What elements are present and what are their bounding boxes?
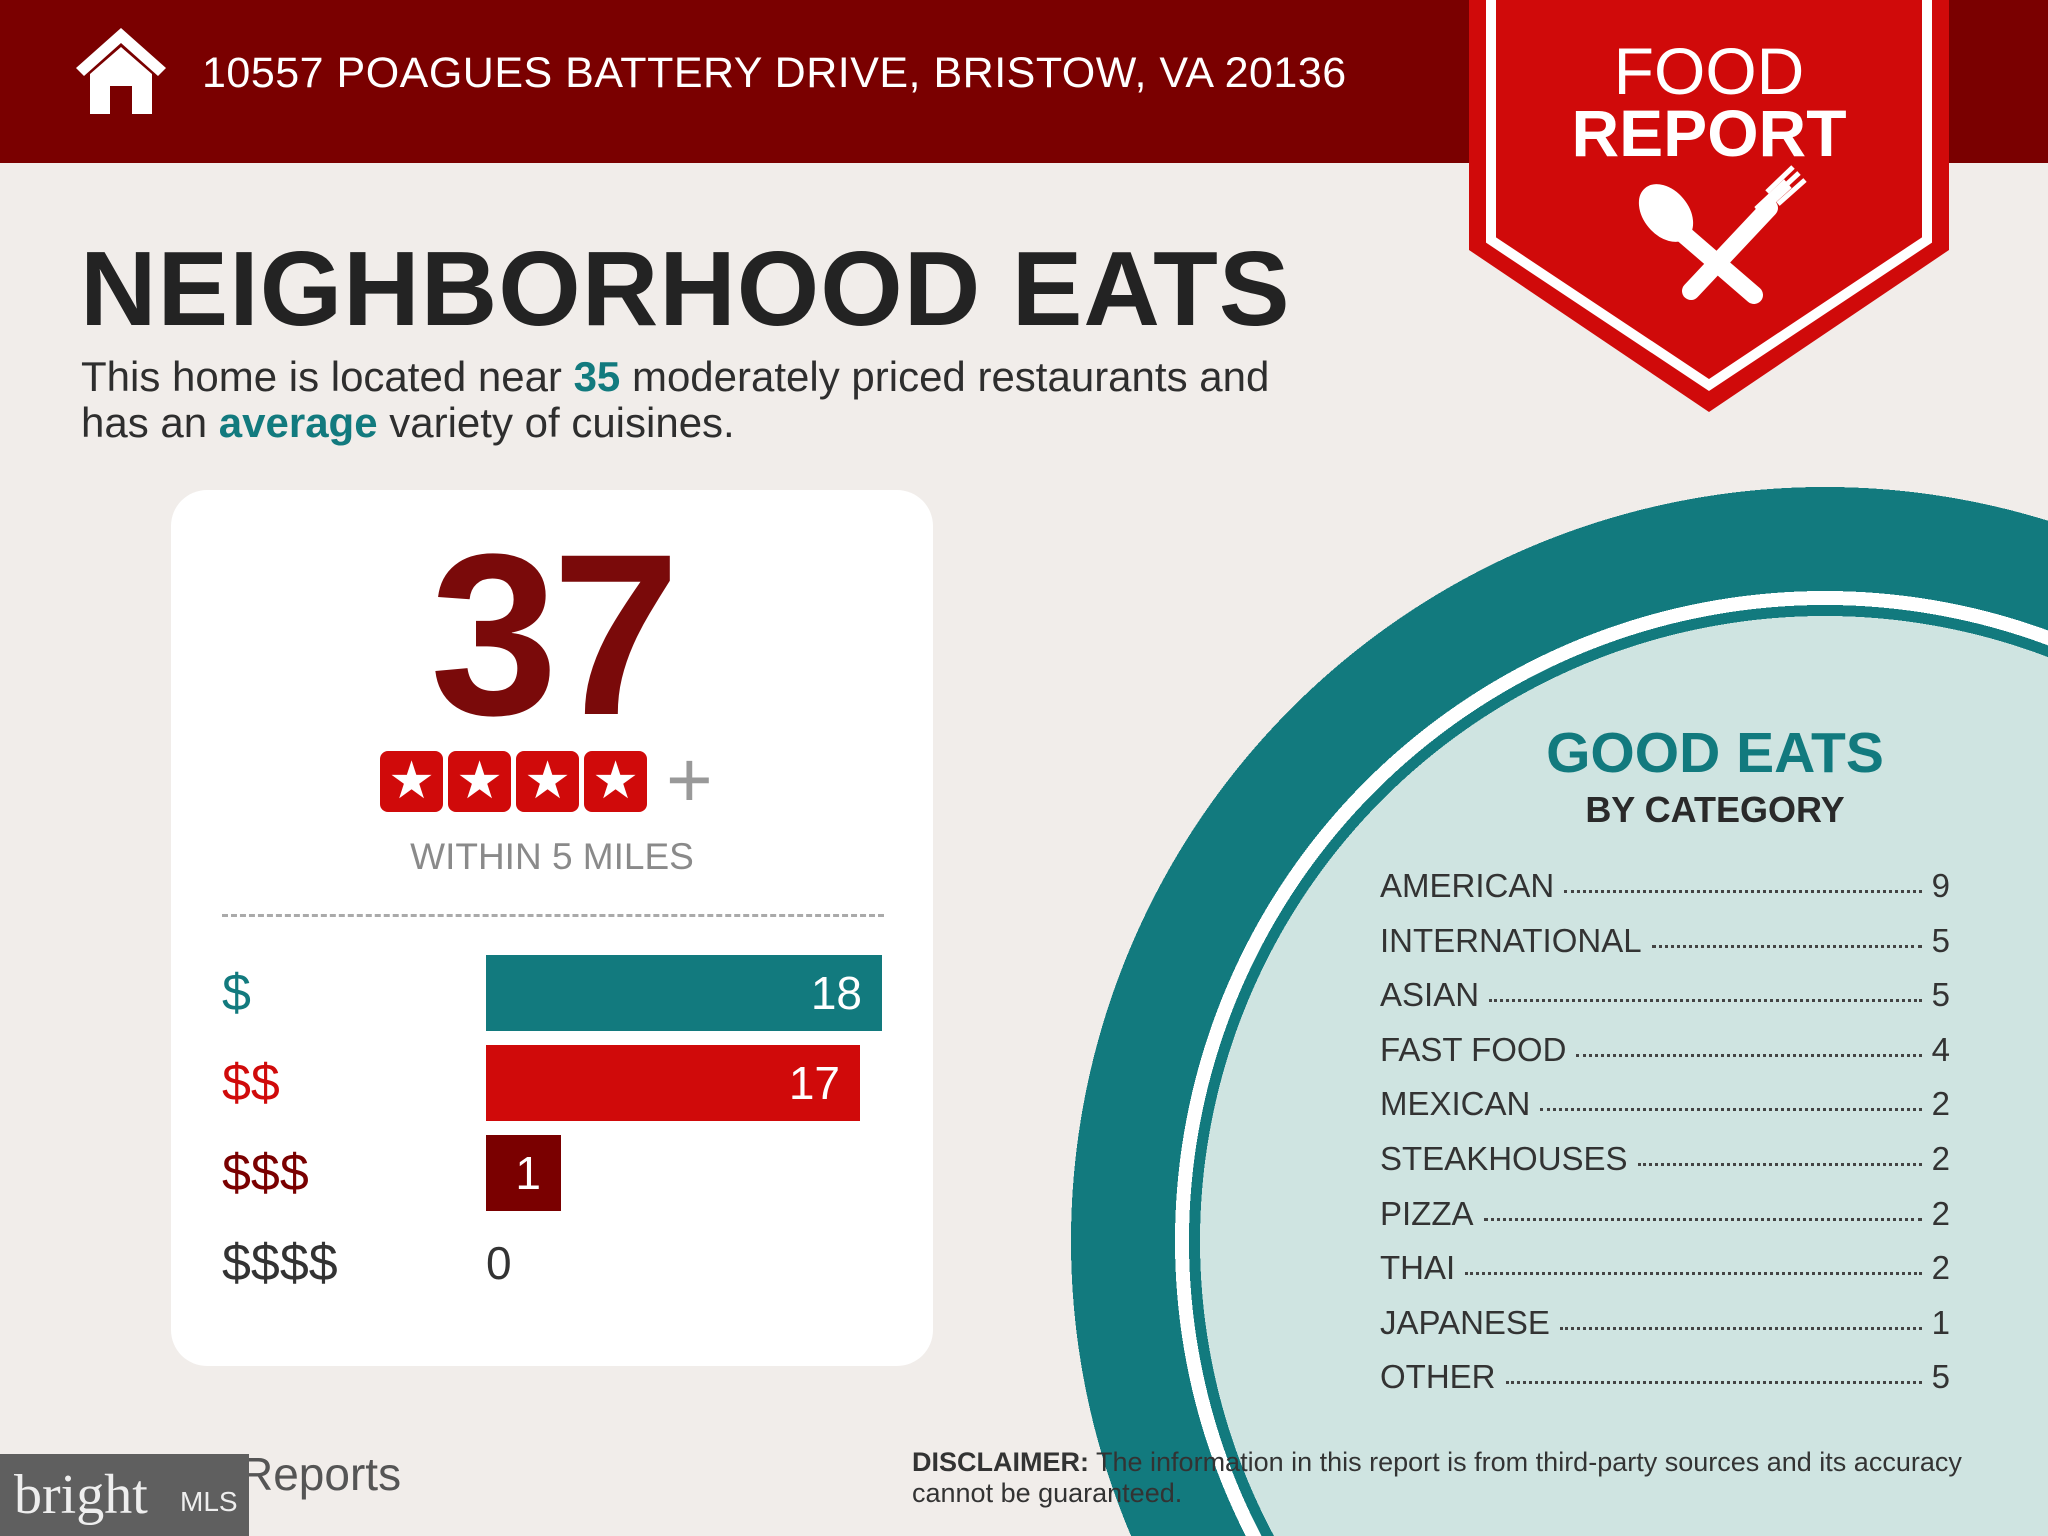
reports-logo-text: Reports [240, 1448, 402, 1500]
category-row: MEXICAN 2 [1380, 1084, 1950, 1124]
badge-line-2: REPORT [1571, 96, 1847, 170]
star-icon: ★ [584, 751, 647, 812]
badge-line-1: FOOD [1613, 34, 1805, 108]
category-count: 5 [1931, 1358, 1950, 1396]
price-level-bar: 18 [486, 955, 882, 1031]
dot-leader [1483, 1217, 1922, 1221]
category-subtitle: BY CATEGORY [1585, 789, 1845, 830]
star-icon: ★ [380, 751, 443, 812]
category-name: ASIAN [1380, 976, 1480, 1014]
spoon-fork-icon [1638, 165, 1807, 304]
home-icon [76, 28, 166, 114]
disclaimer-text: The information in this report is from t… [912, 1447, 1962, 1508]
category-row: STEAKHOUSES 2 [1380, 1139, 1950, 1179]
price-level-bar: 1 [486, 1135, 561, 1211]
dot-leader [1489, 999, 1922, 1003]
category-count: 9 [1931, 867, 1950, 904]
category-count: 4 [1931, 1030, 1950, 1068]
disclaimer-label: DISCLAIMER: [912, 1447, 1089, 1477]
price-level-label: $$$ [222, 1144, 309, 1202]
category-count: 2 [1931, 1249, 1950, 1287]
radius-label: WITHIN 5 MILES [410, 836, 694, 877]
category-count: 5 [1931, 921, 1950, 959]
dot-leader [1637, 1163, 1922, 1166]
category-row: INTERNATIONAL 5 [1380, 921, 1950, 961]
mls-logo-text: MLS [180, 1486, 238, 1517]
bright-logo-text: bright [14, 1464, 148, 1526]
category-row: ASIAN 5 [1380, 975, 1950, 1015]
summary-text: has an [81, 399, 219, 446]
dot-leader [1540, 1108, 1922, 1112]
summary-text: moderately priced restaurants and [620, 353, 1270, 400]
page-title: NEIGHBORHOOD EATS [80, 230, 1291, 348]
price-level-label: $ [222, 964, 251, 1022]
badge-title: FOOD REPORT [1469, 34, 1949, 170]
price-level-bar: 17 [486, 1045, 860, 1121]
price-level-label: $$ [222, 1054, 280, 1112]
property-address: 10557 POAGUES BATTERY DRIVE, BRISTOW, VA… [202, 49, 1347, 97]
category-count: 2 [1931, 1085, 1950, 1123]
category-name: MEXICAN [1380, 1085, 1531, 1123]
category-name: STEAKHOUSES [1380, 1140, 1628, 1177]
price-level-bar: 0 [486, 1237, 512, 1289]
category-name: OTHER [1380, 1358, 1496, 1396]
summary-line-1: This home is located near 35 moderately … [81, 354, 1269, 400]
summary-line-2: has an average variety of cuisines. [81, 400, 735, 446]
category-row: PIZZA 2 [1380, 1194, 1950, 1234]
summary-text: This home is located near [81, 353, 574, 400]
category-name: AMERICAN [1380, 867, 1555, 904]
dot-leader [1564, 890, 1922, 893]
category-row: OTHER 5 [1380, 1357, 1950, 1397]
price-level-label: $$$$ [222, 1234, 338, 1292]
food-report-badge [1469, 0, 1949, 412]
dot-leader [1559, 1326, 1922, 1330]
category-count: 2 [1931, 1194, 1950, 1232]
category-row: JAPANESE 1 [1380, 1303, 1950, 1343]
dot-leader [1651, 944, 1922, 948]
category-title: GOOD EATS [1546, 721, 1884, 785]
category-name: THAI [1380, 1249, 1456, 1287]
star-icon: ★ [448, 751, 511, 812]
category-count: 5 [1931, 976, 1950, 1014]
category-count: 1 [1931, 1303, 1950, 1341]
category-name: PIZZA [1380, 1194, 1474, 1232]
restaurant-count: 35 [573, 353, 621, 400]
dot-leader [1505, 1381, 1922, 1385]
category-row: AMERICAN 9 [1380, 866, 1950, 906]
disclaimer: DISCLAIMER: The information in this repo… [912, 1447, 1992, 1509]
category-name: FAST FOOD [1380, 1030, 1567, 1068]
category-name: INTERNATIONAL [1380, 921, 1642, 959]
total-restaurants: 37 [430, 506, 680, 763]
category-count: 2 [1931, 1140, 1950, 1177]
star-icon: ★ [516, 751, 579, 812]
dot-leader [1465, 1272, 1922, 1276]
bright-mls-watermark [0, 1454, 249, 1536]
restaurant-summary-card [171, 490, 933, 1366]
category-row: THAI 2 [1380, 1248, 1950, 1288]
plus-sign: + [666, 735, 713, 824]
divider [222, 914, 884, 917]
dot-leader [1576, 1053, 1922, 1057]
category-name: JAPANESE [1380, 1303, 1550, 1341]
variety-level: average [218, 399, 378, 446]
category-row: FAST FOOD 4 [1380, 1030, 1950, 1070]
summary-text: variety of cuisines. [377, 399, 735, 446]
